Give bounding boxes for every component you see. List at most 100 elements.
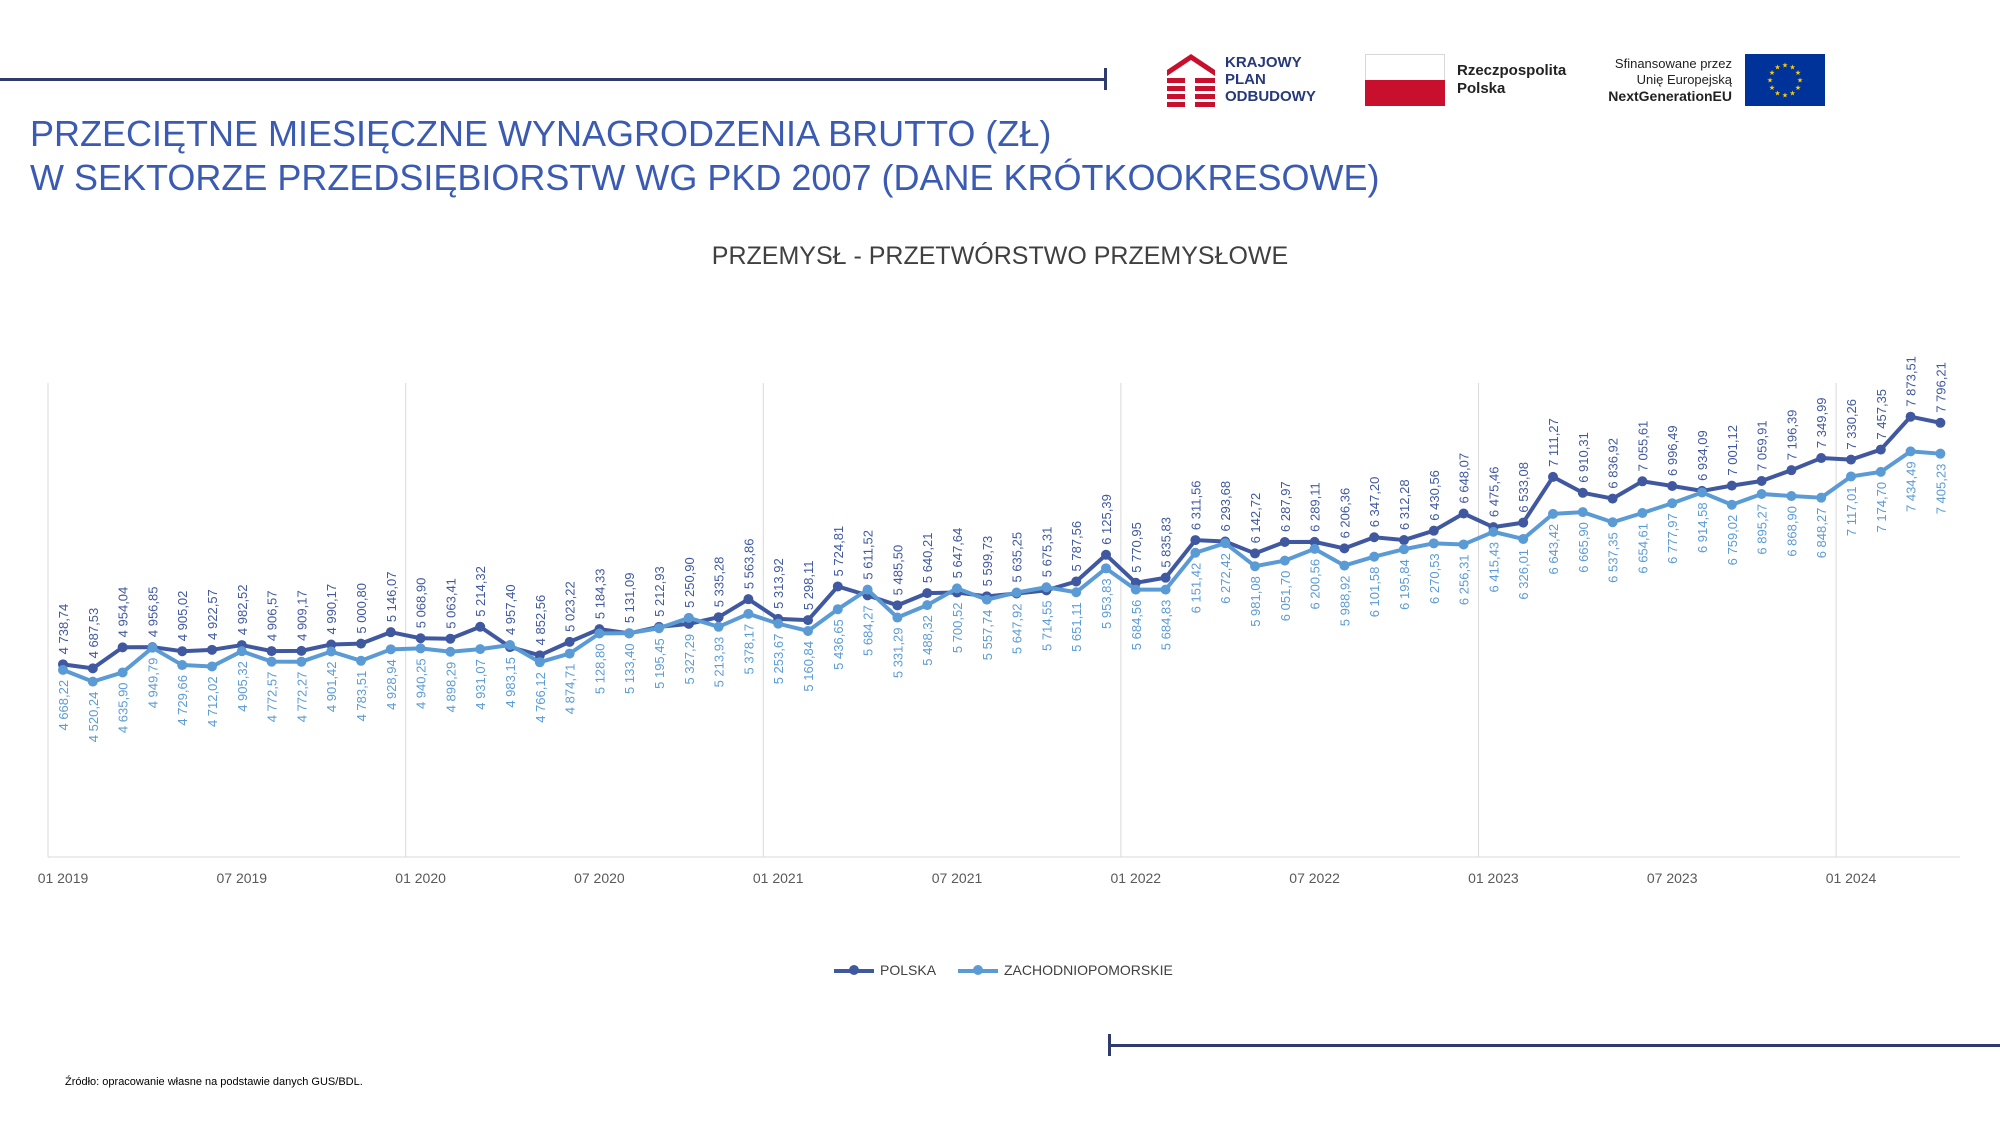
data-point xyxy=(1667,498,1678,509)
data-label-zachodniopomorskie: 4 712,02 xyxy=(205,676,220,727)
data-label-zachodniopomorskie: 6 868,90 xyxy=(1784,506,1799,557)
eu-logo-line: Sfinansowane przez xyxy=(1614,56,1732,71)
data-point xyxy=(1071,587,1082,598)
data-label-polska: 7 796,21 xyxy=(1933,362,1948,413)
svg-text:★: ★ xyxy=(1789,89,1795,97)
data-label-zachodniopomorskie: 5 953,83 xyxy=(1099,578,1114,629)
data-label-polska: 6 430,56 xyxy=(1427,470,1442,521)
data-label-zachodniopomorskie: 6 151,42 xyxy=(1188,563,1203,614)
data-label-zachodniopomorskie: 6 256,31 xyxy=(1457,554,1472,605)
legend-marker xyxy=(849,965,859,975)
data-point xyxy=(326,646,337,657)
data-label-zachodniopomorskie: 5 647,92 xyxy=(1010,604,1025,655)
data-label-zachodniopomorskie: 6 665,90 xyxy=(1576,522,1591,573)
data-point xyxy=(1190,547,1201,558)
data-label-polska: 4 957,40 xyxy=(503,584,518,635)
data-label-polska: 5 599,73 xyxy=(980,536,995,587)
svg-text:★: ★ xyxy=(1795,84,1801,92)
data-point xyxy=(1577,507,1588,518)
data-point xyxy=(1756,488,1767,499)
kpo-logo: KRAJOWY PLAN ODBUDOWY xyxy=(1165,52,1335,108)
data-label-zachodniopomorskie: 4 983,15 xyxy=(503,657,518,708)
data-label-zachodniopomorskie: 6 270,53 xyxy=(1427,553,1442,604)
data-point xyxy=(832,604,843,615)
data-point xyxy=(832,581,843,592)
header-accent-line xyxy=(0,78,1105,81)
data-point xyxy=(803,615,813,626)
data-point xyxy=(713,621,724,632)
footer-accent-line xyxy=(1110,1044,2000,1047)
kpo-logo-line: PLAN xyxy=(1225,71,1266,88)
data-label-zachodniopomorskie: 5 981,08 xyxy=(1248,576,1263,627)
data-point xyxy=(1279,555,1290,566)
data-label-polska: 6 287,97 xyxy=(1278,481,1293,532)
data-label-zachodniopomorskie: 5 684,83 xyxy=(1159,600,1174,651)
data-label-polska: 5 298,11 xyxy=(801,561,816,611)
eu-flag-icon: ★ ★★★★★★★★★★★ xyxy=(1745,54,1825,106)
data-point xyxy=(1816,453,1827,464)
data-point xyxy=(296,656,307,667)
data-label-polska: 5 250,90 xyxy=(682,557,697,608)
data-label-polska: 5 485,50 xyxy=(890,545,905,596)
data-label-polska: 7 111,27 xyxy=(1546,418,1561,467)
svg-text:★: ★ xyxy=(1797,77,1803,85)
data-point xyxy=(1935,448,1946,459)
data-label-polska: 4 956,85 xyxy=(145,586,160,637)
data-label-polska: 5 214,32 xyxy=(473,566,488,617)
data-point xyxy=(1428,525,1439,536)
data-label-zachodniopomorskie: 4 905,32 xyxy=(235,661,250,712)
data-label-polska: 6 142,72 xyxy=(1248,493,1263,544)
data-label-polska: 7 349,99 xyxy=(1814,397,1829,448)
data-point xyxy=(266,646,277,657)
data-label-polska: 6 934,09 xyxy=(1695,430,1710,481)
svg-text:★: ★ xyxy=(1789,64,1795,72)
data-label-zachodniopomorskie: 4 898,29 xyxy=(443,662,458,713)
data-label-polska: 6 996,49 xyxy=(1665,425,1680,476)
kpo-logo-line: KRAJOWY xyxy=(1225,54,1302,71)
data-point xyxy=(981,594,992,605)
data-label-zachodniopomorskie: 5 133,40 xyxy=(622,643,637,694)
data-label-zachodniopomorskie: 6 415,43 xyxy=(1486,542,1501,593)
data-label-zachodniopomorskie: 5 128,80 xyxy=(592,644,607,695)
rp-logo-text: Rzeczpospolita Polska xyxy=(1457,62,1566,98)
data-label-polska: 6 648,07 xyxy=(1457,453,1472,504)
x-tick-label: 07 2022 xyxy=(1289,870,1340,886)
data-point xyxy=(654,623,664,634)
data-label-polska: 5 068,90 xyxy=(414,578,429,629)
series-line xyxy=(62,449,1941,684)
footer-accent-line-end xyxy=(1108,1034,1111,1056)
eu-logo: Sfinansowane przez Unię Europejską NextG… xyxy=(1590,54,1830,106)
x-tick-label: 07 2023 xyxy=(1647,870,1698,886)
data-label-polska: 5 335,28 xyxy=(712,557,727,608)
data-point xyxy=(773,618,784,629)
data-label-polska: 5 131,09 xyxy=(622,573,637,624)
data-label-zachodniopomorskie: 7 117,01 xyxy=(1844,486,1859,536)
rp-logo-line: Polska xyxy=(1457,80,1506,97)
data-label-polska: 5 770,95 xyxy=(1129,522,1144,573)
data-point xyxy=(743,594,754,605)
series-polska xyxy=(58,411,1946,674)
data-label-zachodniopomorskie: 4 772,27 xyxy=(294,672,309,723)
data-label-zachodniopomorskie: 6 272,42 xyxy=(1218,553,1233,604)
data-label-zachodniopomorskie: 6 654,61 xyxy=(1635,523,1650,574)
data-label-zachodniopomorskie: 5 253,67 xyxy=(771,634,786,685)
data-label-zachodniopomorskie: 5 378,17 xyxy=(741,624,756,675)
data-label-zachodniopomorskie: 5 195,45 xyxy=(652,638,667,689)
legend-label: ZACHODNIOPOMORSKIE xyxy=(1004,962,1173,978)
svg-text:★: ★ xyxy=(1795,69,1801,77)
data-label-polska: 7 001,12 xyxy=(1725,425,1740,476)
data-point xyxy=(952,583,962,594)
data-label-polska: 7 055,61 xyxy=(1635,421,1650,472)
x-tick-label: 07 2021 xyxy=(932,870,983,886)
kpo-logo-text: KRAJOWY PLAN ODBUDOWY xyxy=(1225,54,1316,105)
legend-marker xyxy=(973,965,983,975)
data-point xyxy=(683,612,694,623)
data-label-polska: 5 835,83 xyxy=(1159,517,1174,568)
x-tick-label: 07 2019 xyxy=(216,870,267,886)
data-point xyxy=(1309,543,1320,554)
data-label-polska: 6 289,11 xyxy=(1308,482,1323,532)
data-label-polska: 4 738,74 xyxy=(56,604,71,655)
page-title-line: PRZECIĘTNE MIESIĘCZNE WYNAGRODZENIA BRUT… xyxy=(30,113,1052,154)
data-point xyxy=(475,644,486,655)
data-point xyxy=(1041,582,1052,593)
